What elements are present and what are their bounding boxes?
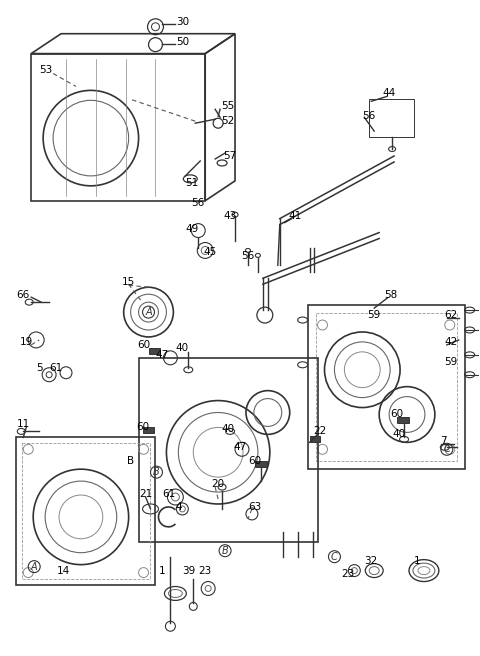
Text: 56: 56 <box>241 251 254 262</box>
Bar <box>16 438 156 584</box>
Text: B: B <box>222 546 228 556</box>
Text: C: C <box>444 444 450 455</box>
Text: 23: 23 <box>341 569 354 579</box>
Text: 59: 59 <box>368 310 381 320</box>
Text: B: B <box>127 456 134 466</box>
Bar <box>139 358 318 542</box>
Bar <box>308 305 465 469</box>
Bar <box>22 443 150 579</box>
Text: 60: 60 <box>136 422 149 432</box>
Text: A: A <box>145 307 152 317</box>
Text: 1: 1 <box>414 556 420 565</box>
Bar <box>315 313 457 461</box>
Text: 40: 40 <box>393 430 406 440</box>
Text: 60: 60 <box>137 340 150 350</box>
Text: C: C <box>331 552 338 562</box>
Text: 23: 23 <box>199 565 212 575</box>
Text: 50: 50 <box>176 37 189 47</box>
Text: 21: 21 <box>139 489 152 499</box>
Text: 58: 58 <box>384 290 398 300</box>
Text: 42: 42 <box>444 337 457 347</box>
Text: 56: 56 <box>192 197 205 208</box>
Text: 32: 32 <box>365 556 378 565</box>
Bar <box>310 436 320 442</box>
Text: 40: 40 <box>176 343 189 353</box>
Text: 22: 22 <box>313 426 326 436</box>
Bar <box>148 348 160 354</box>
Text: 47: 47 <box>233 442 247 452</box>
Text: 61: 61 <box>49 363 63 373</box>
Text: 4: 4 <box>175 502 181 512</box>
Text: 56: 56 <box>362 112 376 121</box>
Text: 60: 60 <box>248 456 262 466</box>
Bar <box>369 99 414 137</box>
Text: 43: 43 <box>223 211 237 220</box>
Text: 15: 15 <box>122 277 135 287</box>
Text: 5: 5 <box>36 363 43 373</box>
Text: 61: 61 <box>162 489 175 499</box>
Text: 20: 20 <box>212 479 225 489</box>
Text: A: A <box>31 562 37 571</box>
Text: 40: 40 <box>221 424 235 434</box>
Text: 7: 7 <box>441 436 447 446</box>
Text: 49: 49 <box>186 224 199 234</box>
Circle shape <box>124 287 173 337</box>
Text: 41: 41 <box>288 211 301 220</box>
Text: 14: 14 <box>57 565 70 575</box>
Text: 45: 45 <box>204 247 217 257</box>
Text: 19: 19 <box>20 337 33 347</box>
Text: 47: 47 <box>156 350 169 360</box>
Text: 11: 11 <box>17 419 30 430</box>
Text: 59: 59 <box>444 357 457 367</box>
Text: 60: 60 <box>391 409 404 419</box>
Text: 62: 62 <box>444 310 457 320</box>
Text: B: B <box>153 467 160 477</box>
Text: 63: 63 <box>248 502 262 512</box>
Bar <box>255 461 267 467</box>
Text: 44: 44 <box>383 89 396 98</box>
Text: 55: 55 <box>221 101 235 112</box>
Text: 1: 1 <box>159 565 166 575</box>
Text: 53: 53 <box>39 64 53 75</box>
Text: 51: 51 <box>186 178 199 188</box>
Text: 39: 39 <box>181 565 195 575</box>
Bar <box>397 417 409 423</box>
Text: 66: 66 <box>17 290 30 300</box>
Bar <box>31 54 205 201</box>
Text: 52: 52 <box>221 116 235 126</box>
Bar <box>143 428 155 434</box>
Text: 30: 30 <box>176 17 189 27</box>
Text: 57: 57 <box>223 151 237 161</box>
